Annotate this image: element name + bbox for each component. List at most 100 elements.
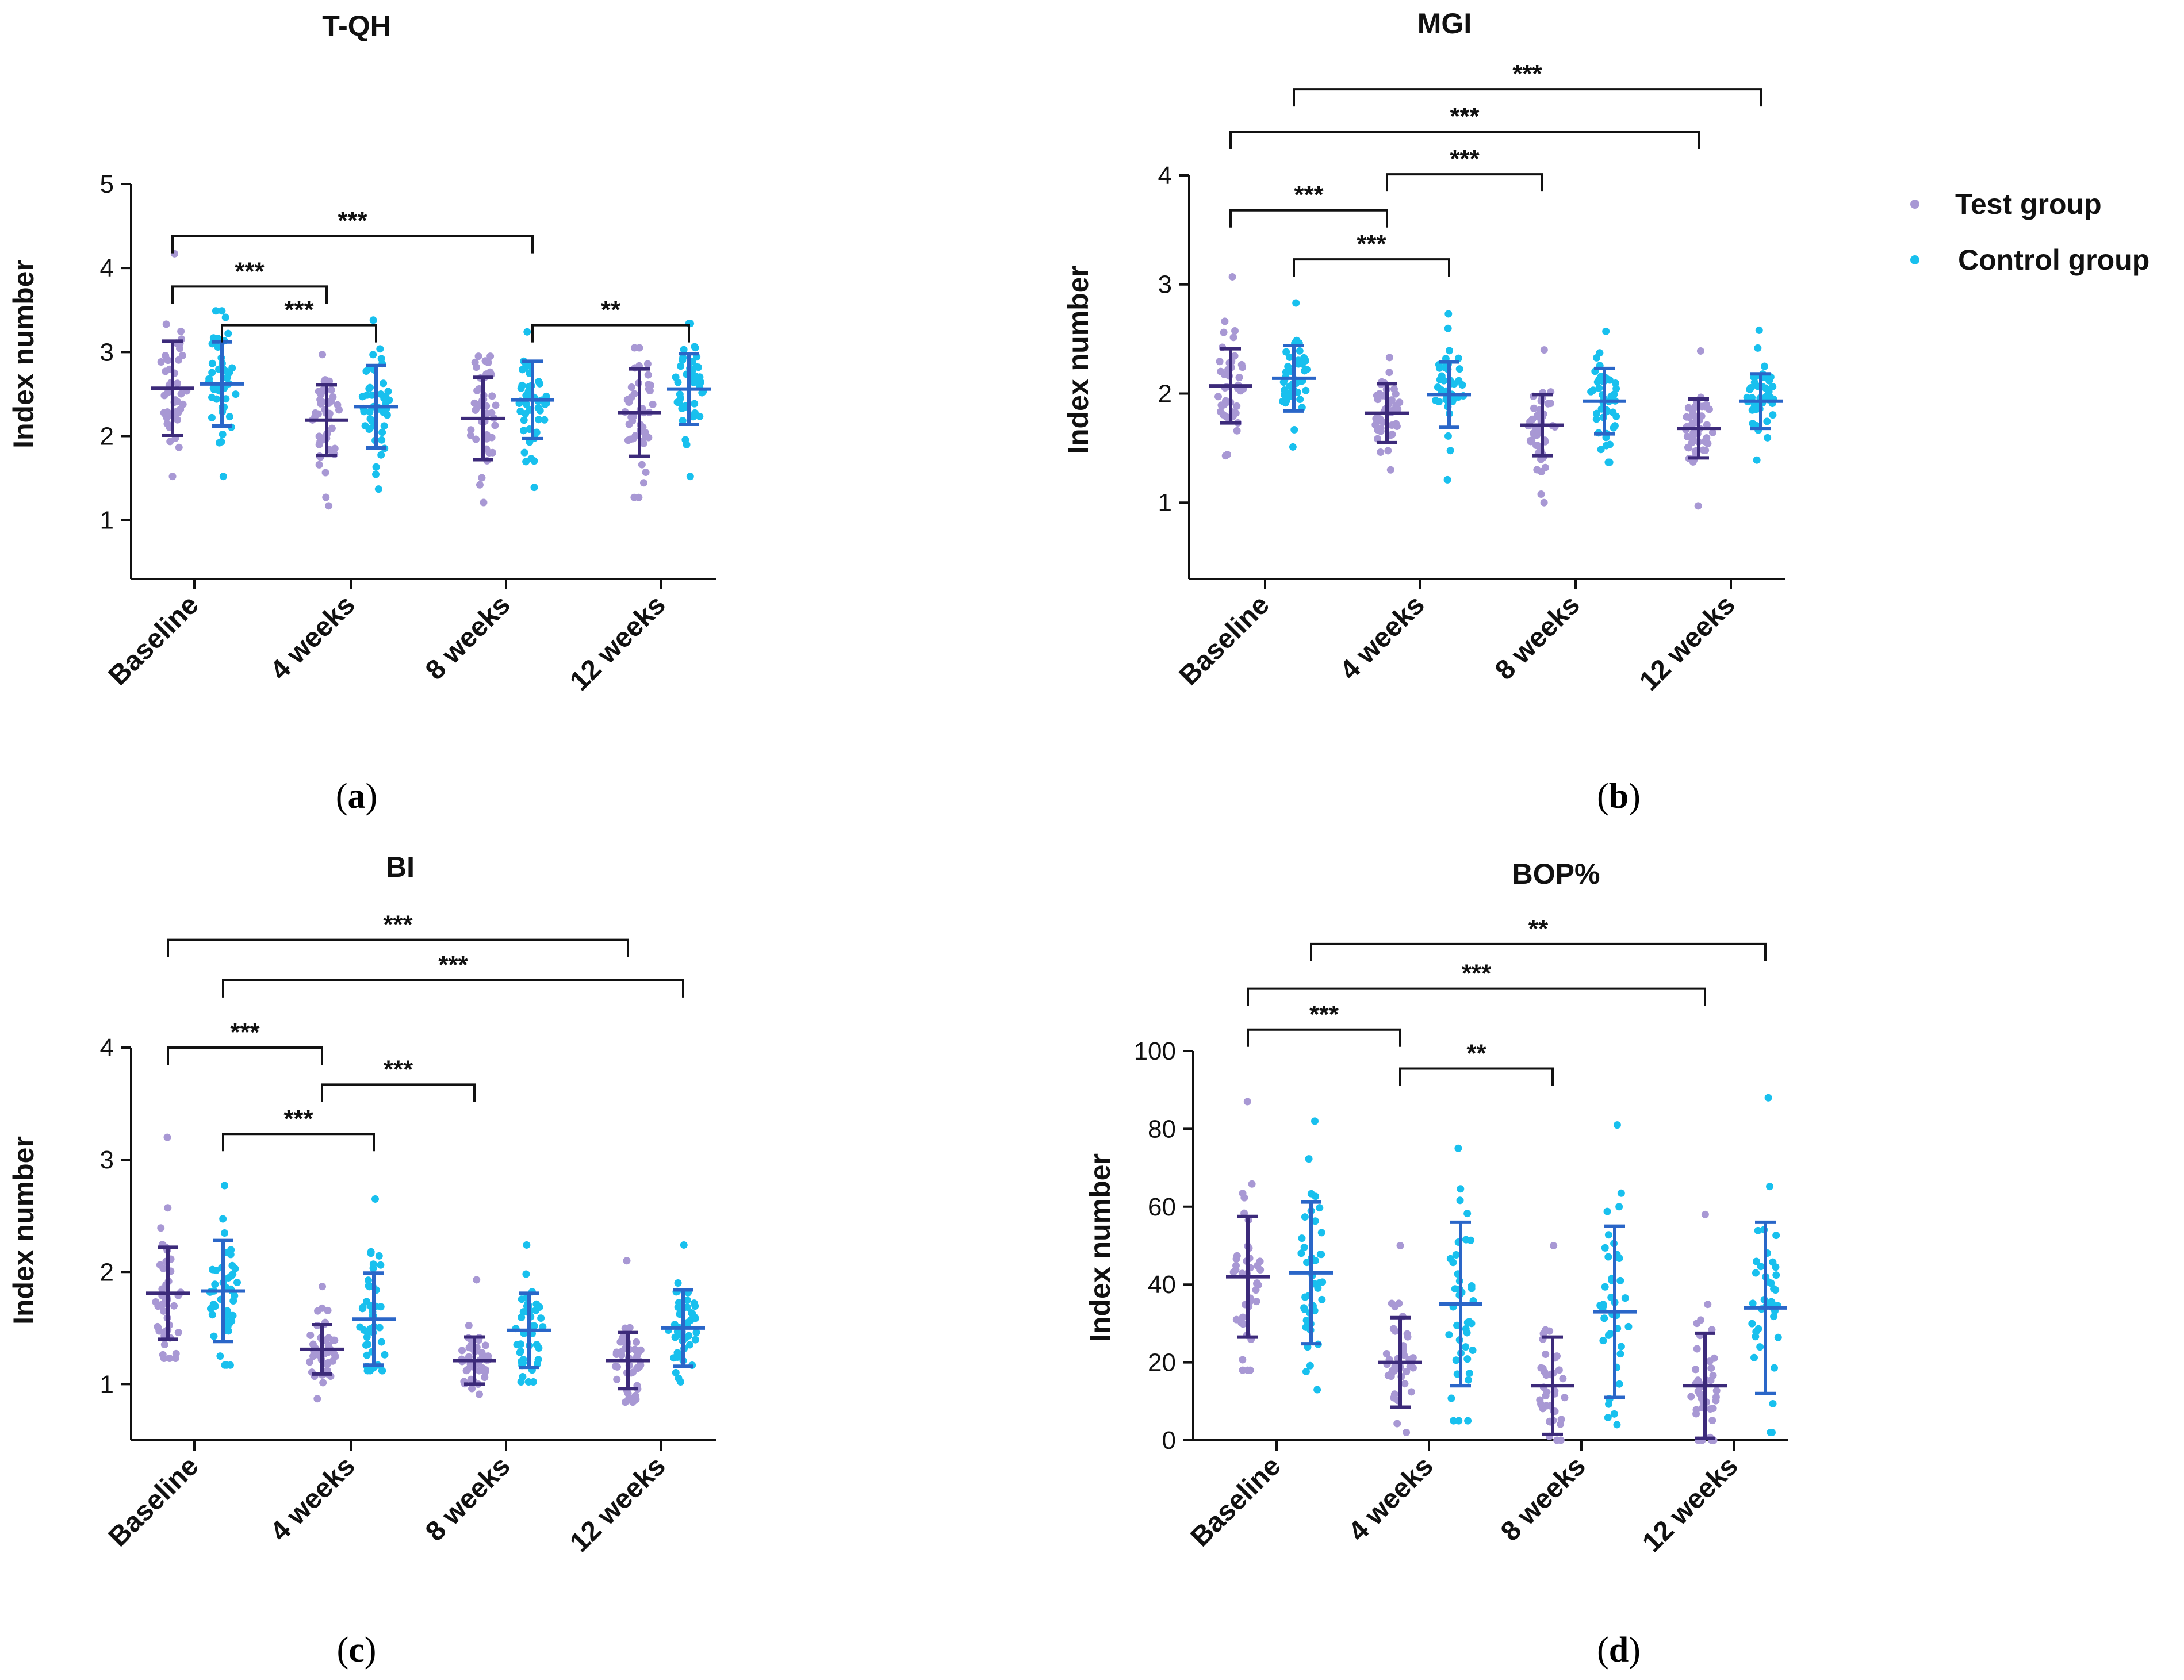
data-point (377, 451, 385, 459)
mean-sd-bar (352, 1271, 396, 1367)
data-point (311, 409, 319, 417)
data-point (1701, 1210, 1709, 1218)
data-point (1400, 1351, 1408, 1359)
data-point (473, 386, 481, 394)
mean-sd-bar (1531, 1335, 1574, 1436)
data-point (630, 390, 638, 398)
data-point (211, 1302, 219, 1310)
data-point (1767, 1279, 1775, 1287)
data-point (1302, 386, 1310, 394)
data-point (1455, 365, 1463, 373)
data-point (1755, 326, 1763, 334)
data-point (1396, 1242, 1404, 1249)
data-point (1232, 1255, 1240, 1263)
y-tick-label: 1 (100, 507, 114, 535)
data-point (1604, 1253, 1612, 1261)
data-point (335, 406, 343, 414)
data-point (624, 1389, 632, 1397)
data-point (323, 1360, 331, 1368)
data-point (630, 344, 638, 352)
data-point (1754, 1226, 1762, 1234)
data-point (166, 438, 174, 446)
data-point (483, 409, 491, 417)
data-point (1214, 393, 1223, 401)
data-point (1221, 397, 1229, 405)
mean-sd-bar (300, 1323, 344, 1376)
data-point (520, 416, 528, 424)
data-point (522, 400, 530, 408)
data-point (1592, 415, 1600, 423)
data-point (629, 417, 637, 425)
data-point (1444, 324, 1452, 332)
data-point (1463, 1210, 1472, 1218)
data-point (1593, 409, 1601, 417)
data-point (1760, 362, 1768, 370)
significance-label: *** (338, 207, 367, 235)
data-point (1752, 1269, 1760, 1277)
data-point (1431, 396, 1439, 404)
data-point (1452, 1356, 1460, 1364)
mean-sd-bar (305, 383, 348, 458)
significance-label: *** (1512, 60, 1542, 88)
data-point (626, 435, 634, 443)
data-point (1701, 438, 1709, 446)
data-point (689, 378, 698, 386)
data-point (1314, 1284, 1322, 1292)
data-point (1446, 1255, 1454, 1263)
data-point (679, 356, 687, 364)
data-point (380, 422, 388, 430)
data-point (481, 357, 489, 365)
data-point (675, 1299, 683, 1307)
data-point (674, 378, 682, 386)
data-point (1763, 417, 1771, 425)
significance-label: *** (230, 1018, 260, 1046)
data-point (356, 1323, 364, 1331)
mean-sd-bar (667, 352, 711, 427)
data-point (221, 313, 229, 321)
data-point (1704, 1301, 1712, 1309)
data-point (224, 1322, 232, 1330)
data-point (1243, 1098, 1251, 1106)
data-point (481, 1368, 489, 1376)
data-point (1394, 405, 1402, 413)
data-point (1409, 1354, 1417, 1362)
data-point (1615, 1380, 1623, 1388)
data-point (1559, 1375, 1567, 1383)
data-point (305, 1358, 313, 1366)
data-point (675, 398, 683, 406)
data-point (1239, 1313, 1247, 1321)
data-point (327, 386, 335, 394)
data-point (166, 1355, 174, 1363)
data-point (358, 1305, 366, 1313)
data-point (535, 378, 543, 386)
y-tick-label: 3 (100, 1146, 114, 1174)
data-point (1233, 427, 1241, 435)
significance-bracket: *** (1229, 181, 1388, 228)
data-point (315, 432, 323, 440)
data-point (210, 1332, 218, 1340)
data-point (219, 1215, 227, 1223)
data-point (1610, 1410, 1618, 1418)
data-point (208, 1311, 216, 1319)
data-point (688, 358, 696, 366)
data-point (1229, 333, 1237, 342)
data-point (1610, 391, 1618, 399)
mean-sd-bar (1683, 1331, 1727, 1440)
mean-sd-bar (618, 367, 661, 458)
data-point (177, 390, 185, 398)
data-point (1468, 1284, 1476, 1292)
data-point (229, 1297, 237, 1305)
data-point (1750, 378, 1758, 386)
data-point (368, 417, 376, 425)
data-point (1469, 1347, 1477, 1355)
data-point (369, 351, 377, 359)
data-point (465, 1353, 473, 1361)
data-point (154, 1322, 162, 1330)
y-tick-label: 100 (1134, 1037, 1176, 1065)
data-point (612, 1348, 620, 1356)
data-point (1454, 1144, 1462, 1152)
data-point (1465, 1376, 1473, 1384)
data-point (1254, 1281, 1262, 1289)
data-point (1604, 1231, 1612, 1239)
significance-bracket: *** (1293, 60, 1762, 107)
